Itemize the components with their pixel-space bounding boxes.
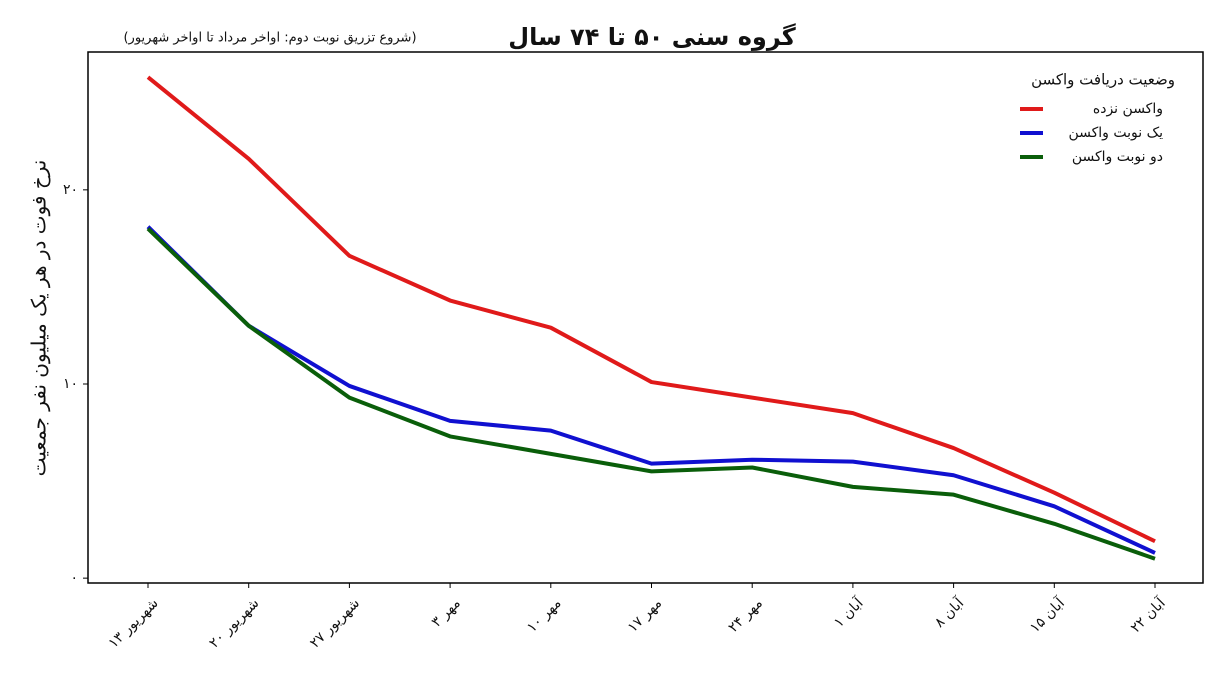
y-tick-label: ۱۰ [63, 376, 78, 392]
series-line [146, 227, 1156, 561]
x-tick-label: ۸ آبان [931, 594, 968, 631]
x-tick-label: ۱۵ آبان [1026, 594, 1068, 636]
y-tick-label: ۲۰ [63, 182, 78, 198]
x-tick-label: ۱۰ مهر [524, 595, 564, 635]
legend-label: یک نوبت واکسن [1068, 125, 1163, 141]
x-tick-label: ۱۳ شهریور [106, 595, 162, 651]
x-tick-label: ۱ آبان [830, 594, 867, 631]
y-tick-label: ۰ [70, 570, 78, 586]
x-tick-label: ۲۲ آبان [1127, 594, 1169, 636]
legend-label: دو نوبت واکسن [1072, 149, 1163, 165]
x-tick-label: ۱۷ مهر [625, 595, 665, 635]
legend-title: وضعیت دریافت واکسن [1031, 71, 1175, 89]
plot-frame [87, 51, 1204, 584]
x-tick-label: ۲۴ مهر [725, 595, 765, 635]
x-tick-label: ۳ مهر [429, 595, 464, 630]
series-line [146, 75, 1156, 544]
x-tick-label: ۲۰ شهریور [206, 595, 262, 651]
chart-title: گروه سنی ۵۰ تا ۷۴ سال [508, 23, 796, 51]
legend-label: واکسن نزده [1093, 101, 1163, 117]
y-axis-label: نرخ فوت در هر یک میلیون نفر جمعیت [27, 160, 51, 477]
series-line [146, 225, 1156, 555]
x-tick-label: ۲۷ شهریور [307, 595, 363, 651]
chart-subtitle: (شروع تزریق نوبت دوم: اواخر مرداد تا اوا… [123, 31, 416, 46]
